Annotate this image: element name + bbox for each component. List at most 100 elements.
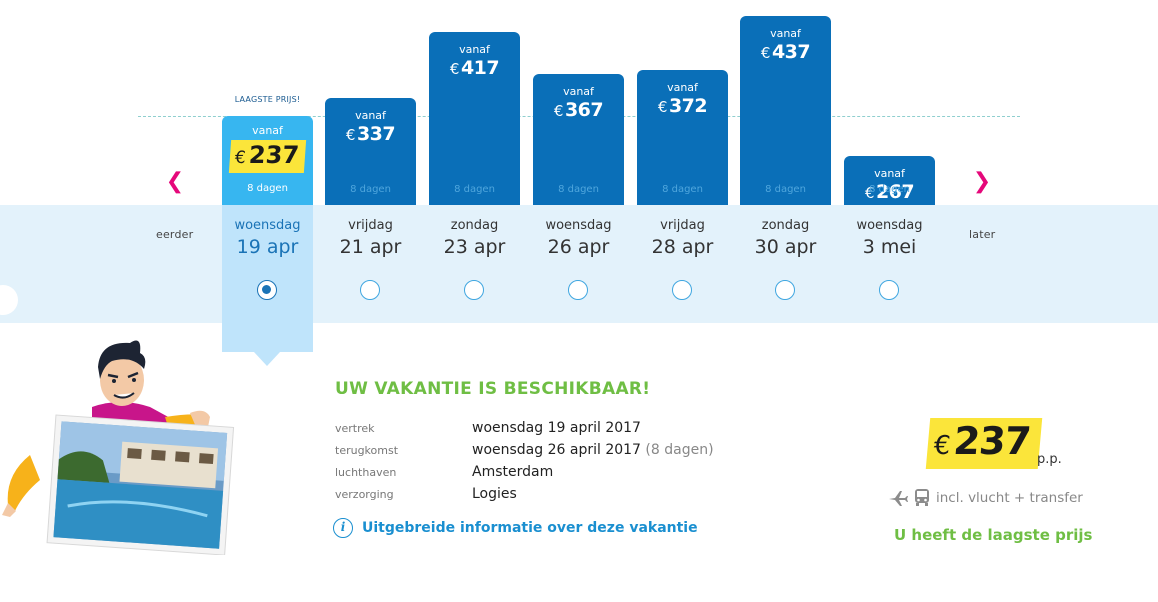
detail-value: Logies [472, 486, 517, 502]
date-day-month: 21 apr [339, 236, 402, 258]
date-weekday: vrijdag [348, 218, 393, 233]
detail-value-text: Amsterdam [472, 464, 554, 480]
price-bar[interactable]: vanaf €267 8 dagen [844, 156, 935, 205]
bar-from-label: vanaf [874, 167, 905, 180]
mascot-illustration [2, 340, 235, 555]
bar-price-value: 437 [771, 41, 811, 63]
bar-price-value: 337 [356, 123, 396, 145]
currency-symbol: € [345, 126, 356, 144]
detail-label: vertrek [335, 422, 375, 435]
currency-symbol: € [760, 44, 771, 62]
date-weekday: zondag [761, 218, 810, 233]
bar-duration: 8 dagen [454, 184, 495, 195]
bar-price: €337 [325, 123, 416, 146]
bar-duration: 8 dagen [350, 184, 391, 195]
bar-duration: 8 dagen [247, 183, 288, 194]
date-weekday: zondag [450, 218, 499, 233]
price-bar[interactable]: vanaf €437 8 dagen [740, 16, 831, 205]
selected-column-highlight [222, 205, 313, 352]
date-radio[interactable] [464, 280, 484, 300]
date-day-month: 3 mei [862, 236, 917, 258]
date-weekday: woensdag [234, 218, 301, 233]
bar-price-value: 237 [247, 141, 301, 169]
bar-from-label: vanaf [667, 81, 698, 94]
later-link[interactable]: later [969, 228, 996, 241]
selected-pointer [254, 352, 280, 366]
included-info: incl. vlucht + transfer [888, 489, 1083, 506]
price-bar[interactable]: vanaf €367 8 dagen [533, 74, 624, 205]
included-label: incl. vlucht + transfer [936, 489, 1083, 506]
detail-value: woensdag 19 april 2017 [472, 420, 641, 436]
currency-symbol: € [234, 148, 247, 168]
date-option[interactable]: woensdag 26 apr [533, 218, 624, 259]
price-bar[interactable]: vanaf €337 8 dagen [325, 98, 416, 205]
date-weekday: woensdag [856, 218, 923, 233]
more-info-label: Uitgebreide informatie over deze vakanti… [362, 520, 698, 536]
bar-price: €237 [228, 140, 307, 173]
plane-icon [889, 490, 908, 506]
detail-value: woensdag 26 april 2017 (8 dagen) [472, 442, 714, 458]
date-option[interactable]: zondag 23 apr [429, 218, 520, 259]
date-option[interactable]: woensdag 3 mei [844, 218, 935, 259]
date-weekday: vrijdag [660, 218, 705, 233]
bar-from-label: vanaf [355, 109, 386, 122]
date-day-month: 19 apr [236, 236, 299, 258]
info-icon: i [333, 518, 353, 538]
bar-price: €267 [844, 181, 935, 204]
date-option[interactable]: zondag 30 apr [740, 218, 831, 259]
date-option[interactable]: woensdag 19 apr [222, 218, 313, 259]
bar-price-value: 267 [875, 181, 915, 203]
date-option[interactable]: vrijdag 28 apr [637, 218, 728, 259]
detail-label: verzorging [335, 488, 394, 501]
bar-price: €372 [637, 95, 728, 118]
date-radio[interactable] [879, 280, 899, 300]
total-price-value: 237 [951, 419, 1033, 463]
bar-price: €437 [740, 41, 831, 64]
earlier-link[interactable]: eerder [156, 228, 194, 241]
lowest-price-tag: LAAGSTE PRIJS! [234, 95, 301, 104]
bar-price-value: 372 [668, 95, 708, 117]
detail-value: Amsterdam [472, 464, 553, 480]
date-weekday: woensdag [545, 218, 612, 233]
currency-symbol: € [864, 184, 875, 202]
bus-icon [915, 489, 929, 506]
per-person-label: p.p. [1037, 452, 1062, 467]
lowest-price-note: U heeft de laagste prijs [894, 526, 1093, 544]
date-radio[interactable] [672, 280, 692, 300]
bar-price-value: 367 [564, 99, 604, 121]
date-radio[interactable] [257, 280, 277, 300]
detail-label: luchthaven [335, 466, 397, 479]
price-bar[interactable]: vanaf €417 8 dagen [429, 32, 520, 205]
date-option[interactable]: vrijdag 21 apr [325, 218, 416, 259]
detail-label: terugkomst [335, 444, 399, 457]
currency-symbol: € [449, 60, 460, 78]
chevron-right-icon[interactable]: ❯ [972, 169, 992, 194]
detail-value-text: woensdag 26 april 2017 [472, 442, 641, 458]
date-day-month: 23 apr [443, 236, 506, 258]
detail-value-text: woensdag 19 april 2017 [472, 420, 641, 436]
currency-symbol: € [932, 431, 951, 461]
date-day-month: 30 apr [754, 236, 817, 258]
date-day-month: 28 apr [651, 236, 714, 258]
bar-from-label: vanaf [252, 124, 283, 137]
chevron-left-icon[interactable]: ❮ [165, 169, 185, 194]
detail-extra: (8 dagen) [645, 442, 714, 458]
bar-duration: 8 dagen [765, 184, 806, 195]
detail-value-text: Logies [472, 486, 517, 502]
bar-duration: 8 dagen [558, 184, 599, 195]
bar-price-value: 417 [460, 57, 500, 79]
date-band [0, 205, 1158, 323]
bar-duration: 8 dagen [869, 184, 910, 195]
date-radio[interactable] [360, 280, 380, 300]
bar-from-label: vanaf [459, 43, 490, 56]
bar-price: €417 [429, 57, 520, 80]
total-price: €237 [925, 418, 1043, 469]
price-bar[interactable]: vanaf €237 8 dagen [222, 116, 313, 205]
price-bar[interactable]: vanaf €372 8 dagen [637, 70, 728, 205]
date-day-month: 26 apr [547, 236, 610, 258]
date-radio[interactable] [775, 280, 795, 300]
date-radio[interactable] [568, 280, 588, 300]
currency-symbol: € [657, 98, 668, 116]
bar-duration: 8 dagen [662, 184, 703, 195]
more-info-link[interactable]: i Uitgebreide informatie over deze vakan… [333, 518, 698, 538]
